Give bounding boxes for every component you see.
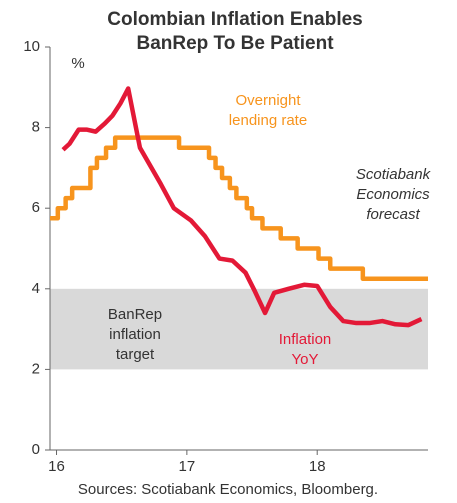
y-unit: % [71,55,84,72]
y-tick-label: 2 [32,360,40,377]
annotation: inflation [109,326,161,343]
annotation: Economics [356,186,430,203]
series-line [50,135,428,281]
y-tick-label: 4 [32,280,40,297]
annotation: Inflation [279,331,332,348]
target-band [50,288,428,370]
annotation: Overnight [235,92,301,109]
annotation: lending rate [229,112,307,129]
y-tick-label: 10 [23,38,40,55]
chart-title: Colombian Inflation Enables [107,9,362,30]
chart-title: BanRep To Be Patient [136,33,334,54]
annotation: forecast [366,206,420,223]
x-tick-label: 16 [48,458,65,475]
y-tick-label: 6 [32,199,40,216]
source: Sources: Scotiabank Economics, Bloomberg… [78,481,378,498]
annotation: YoY [292,351,319,368]
annotation: BanRep [108,306,162,323]
y-tick-label: 0 [32,441,40,458]
x-tick-label: 18 [309,458,326,475]
x-tick-label: 17 [179,458,196,475]
y-tick-label: 8 [32,119,40,136]
annotation: Scotiabank [356,166,432,183]
series-line [61,86,423,328]
annotation: target [116,346,155,363]
